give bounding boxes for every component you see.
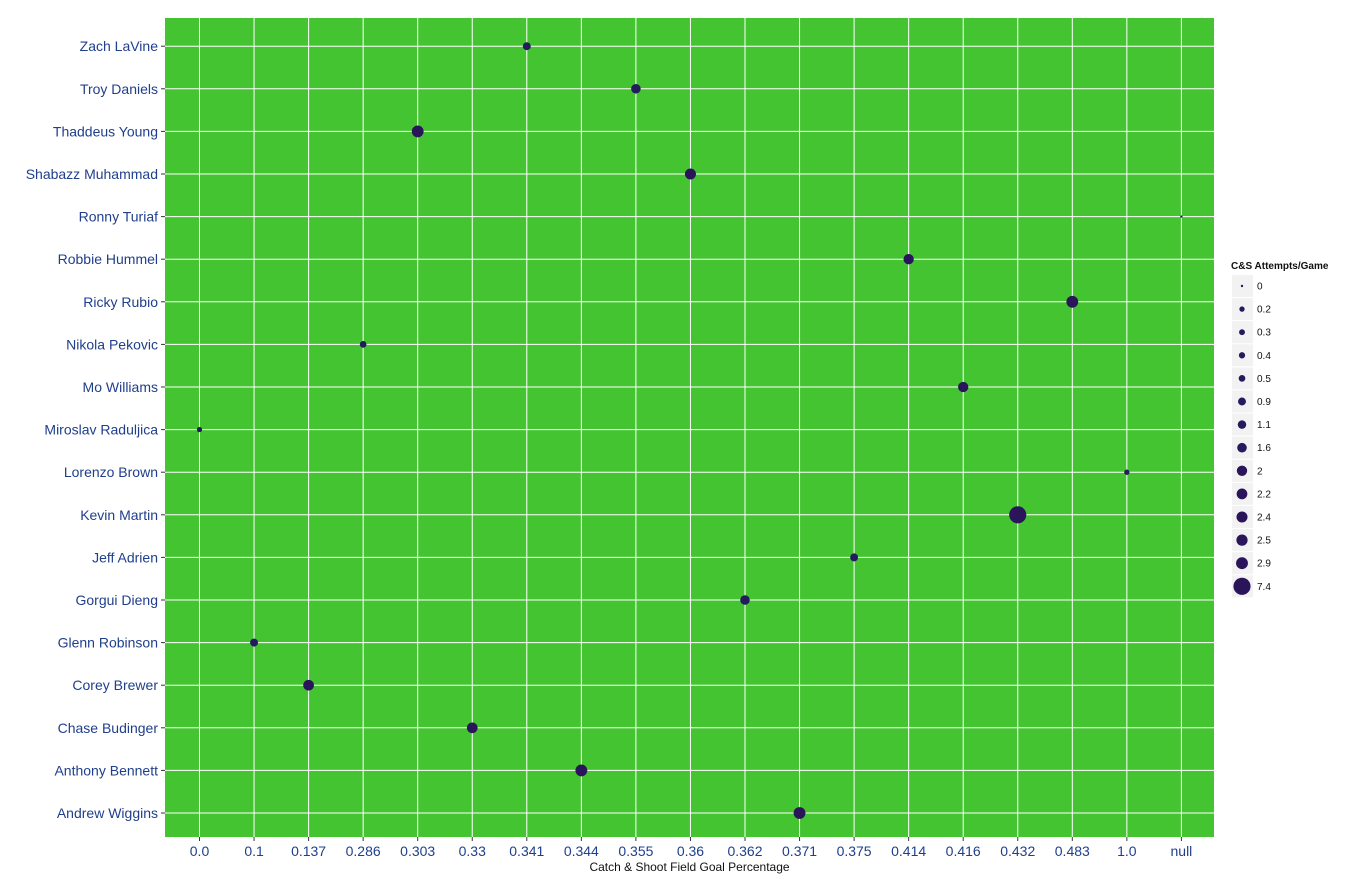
- data-point: [359, 341, 367, 348]
- y-tick-label: Kevin Martin: [80, 507, 158, 523]
- x-axis-label: Catch & Shoot Field Goal Percentage: [589, 860, 789, 874]
- legend-label: 0.5: [1257, 374, 1271, 385]
- legend-marker: [1239, 306, 1245, 312]
- legend-marker: [1236, 488, 1248, 500]
- y-axis-tick-labels: Andrew Wiggins Anthony Bennett Chase Budin…: [26, 38, 165, 821]
- data-point: [303, 679, 314, 691]
- data-point: [466, 722, 478, 734]
- y-tick-label: Corey Brewer: [72, 677, 158, 693]
- legend-label: 7.4: [1257, 582, 1271, 593]
- legend-marker: [1239, 329, 1245, 336]
- y-tick-label: Robbie Hummel: [58, 251, 158, 267]
- x-tick-label: 0.286: [346, 843, 381, 859]
- legend-marker: [1240, 284, 1244, 288]
- y-tick-label: Lorenzo Brown: [64, 464, 158, 480]
- legend-label: 1.6: [1257, 443, 1271, 454]
- legend-label: 2.4: [1257, 513, 1271, 524]
- x-tick-label: 0.33: [459, 843, 486, 859]
- y-tick-label: Zach LaVine: [80, 38, 159, 54]
- legend-label: 2.2: [1257, 489, 1271, 500]
- legend-marker: [1238, 352, 1246, 359]
- legend-items: 0 0.2 0.3 0.4 0.5 0.9 1.1 1.6 2 2.2 2.4 2.5 2.9 7.4: [1232, 275, 1271, 598]
- x-tick-label: 0.303: [400, 843, 435, 859]
- data-point: [1009, 506, 1027, 524]
- x-tick-label: 0.416: [946, 843, 981, 859]
- y-tick-label: Thaddeus Young: [53, 123, 158, 139]
- x-tick-label: 1.0: [1117, 843, 1137, 859]
- x-tick-label: 0.432: [1000, 843, 1035, 859]
- data-point: [958, 381, 969, 393]
- legend-label: 0: [1257, 282, 1263, 293]
- x-tick-label: 0.344: [564, 843, 599, 859]
- y-tick-label: Shabazz Muhammad: [26, 166, 158, 182]
- data-point: [684, 168, 696, 180]
- x-tick-label: 0.1: [244, 843, 264, 859]
- y-tick-label: Troy Daniels: [80, 81, 158, 97]
- data-point: [1124, 469, 1130, 475]
- y-tick-label: Glenn Robinson: [58, 635, 158, 651]
- legend-label: 1.1: [1257, 420, 1271, 431]
- grid-lines: [165, 18, 1214, 837]
- legend-marker: [1238, 375, 1246, 382]
- legend-marker: [1236, 534, 1248, 546]
- data-point: [631, 84, 641, 94]
- x-tick-label: 0.355: [618, 843, 653, 859]
- x-axis-tick-labels: 0.0 0.1 0.137 0.286 0.303 0.33 0.341 0.344 0.355…: [190, 837, 1193, 859]
- y-tick-label: Miroslav Raduljica: [44, 422, 158, 438]
- x-tick-label: 0.36: [677, 843, 704, 859]
- x-tick-label: 0.341: [509, 843, 544, 859]
- x-tick-label: 0.0: [190, 843, 210, 859]
- legend-label: 0.9: [1257, 397, 1271, 408]
- data-point: [1180, 215, 1183, 218]
- legend-label: 2: [1257, 466, 1263, 477]
- x-tick-label: 0.362: [727, 843, 762, 859]
- data-point: [740, 595, 750, 605]
- data-point: [903, 254, 914, 265]
- x-tick-label: 0.375: [837, 843, 872, 859]
- legend-label: 0.4: [1257, 351, 1271, 362]
- y-tick-label: Jeff Adrien: [92, 549, 158, 565]
- data-point: [250, 638, 259, 647]
- legend-title: C&S Attempts/Game: [1231, 261, 1329, 272]
- data-point: [850, 553, 859, 562]
- legend-label: 2.9: [1257, 559, 1271, 570]
- y-tick-label: Nikola Pekovic: [66, 336, 158, 352]
- y-tick-label: Andrew Wiggins: [57, 805, 158, 821]
- data-points: [196, 42, 1183, 819]
- y-tick-label: Mo Williams: [83, 379, 158, 395]
- y-tick-label: Gorgui Dieng: [76, 592, 159, 608]
- legend-label: 0.2: [1257, 305, 1271, 316]
- x-tick-label: 0.483: [1055, 843, 1090, 859]
- data-point: [1066, 295, 1079, 308]
- legend-marker: [1237, 442, 1247, 453]
- x-tick-label: 0.137: [291, 843, 326, 859]
- legend-marker: [1236, 465, 1248, 476]
- legend-label: 2.5: [1257, 536, 1271, 547]
- x-tick-label: null: [1171, 843, 1193, 859]
- y-tick-label: Ronny Turiaf: [79, 209, 158, 225]
- data-point: [575, 764, 588, 777]
- legend-marker: [1236, 557, 1248, 570]
- data-point: [411, 125, 424, 138]
- legend-marker: [1238, 397, 1246, 406]
- data-point: [793, 807, 806, 819]
- legend-label: 0.3: [1257, 328, 1271, 339]
- x-tick-label: 0.414: [891, 843, 926, 859]
- size-legend: C&S Attempts/Game 0 0.2 0.3 0.4 0.5 0.9 1.1 1.6…: [1231, 261, 1329, 598]
- y-tick-label: Chase Budinger: [58, 720, 159, 736]
- legend-marker: [1233, 577, 1251, 595]
- plot-panel: [165, 18, 1214, 837]
- legend-marker: [1237, 420, 1247, 429]
- data-point: [196, 426, 203, 433]
- x-tick-label: 0.371: [782, 843, 817, 859]
- legend-marker: [1236, 511, 1248, 523]
- data-point: [522, 42, 531, 51]
- y-tick-label: Ricky Rubio: [83, 294, 158, 310]
- y-tick-label: Anthony Bennett: [54, 762, 158, 778]
